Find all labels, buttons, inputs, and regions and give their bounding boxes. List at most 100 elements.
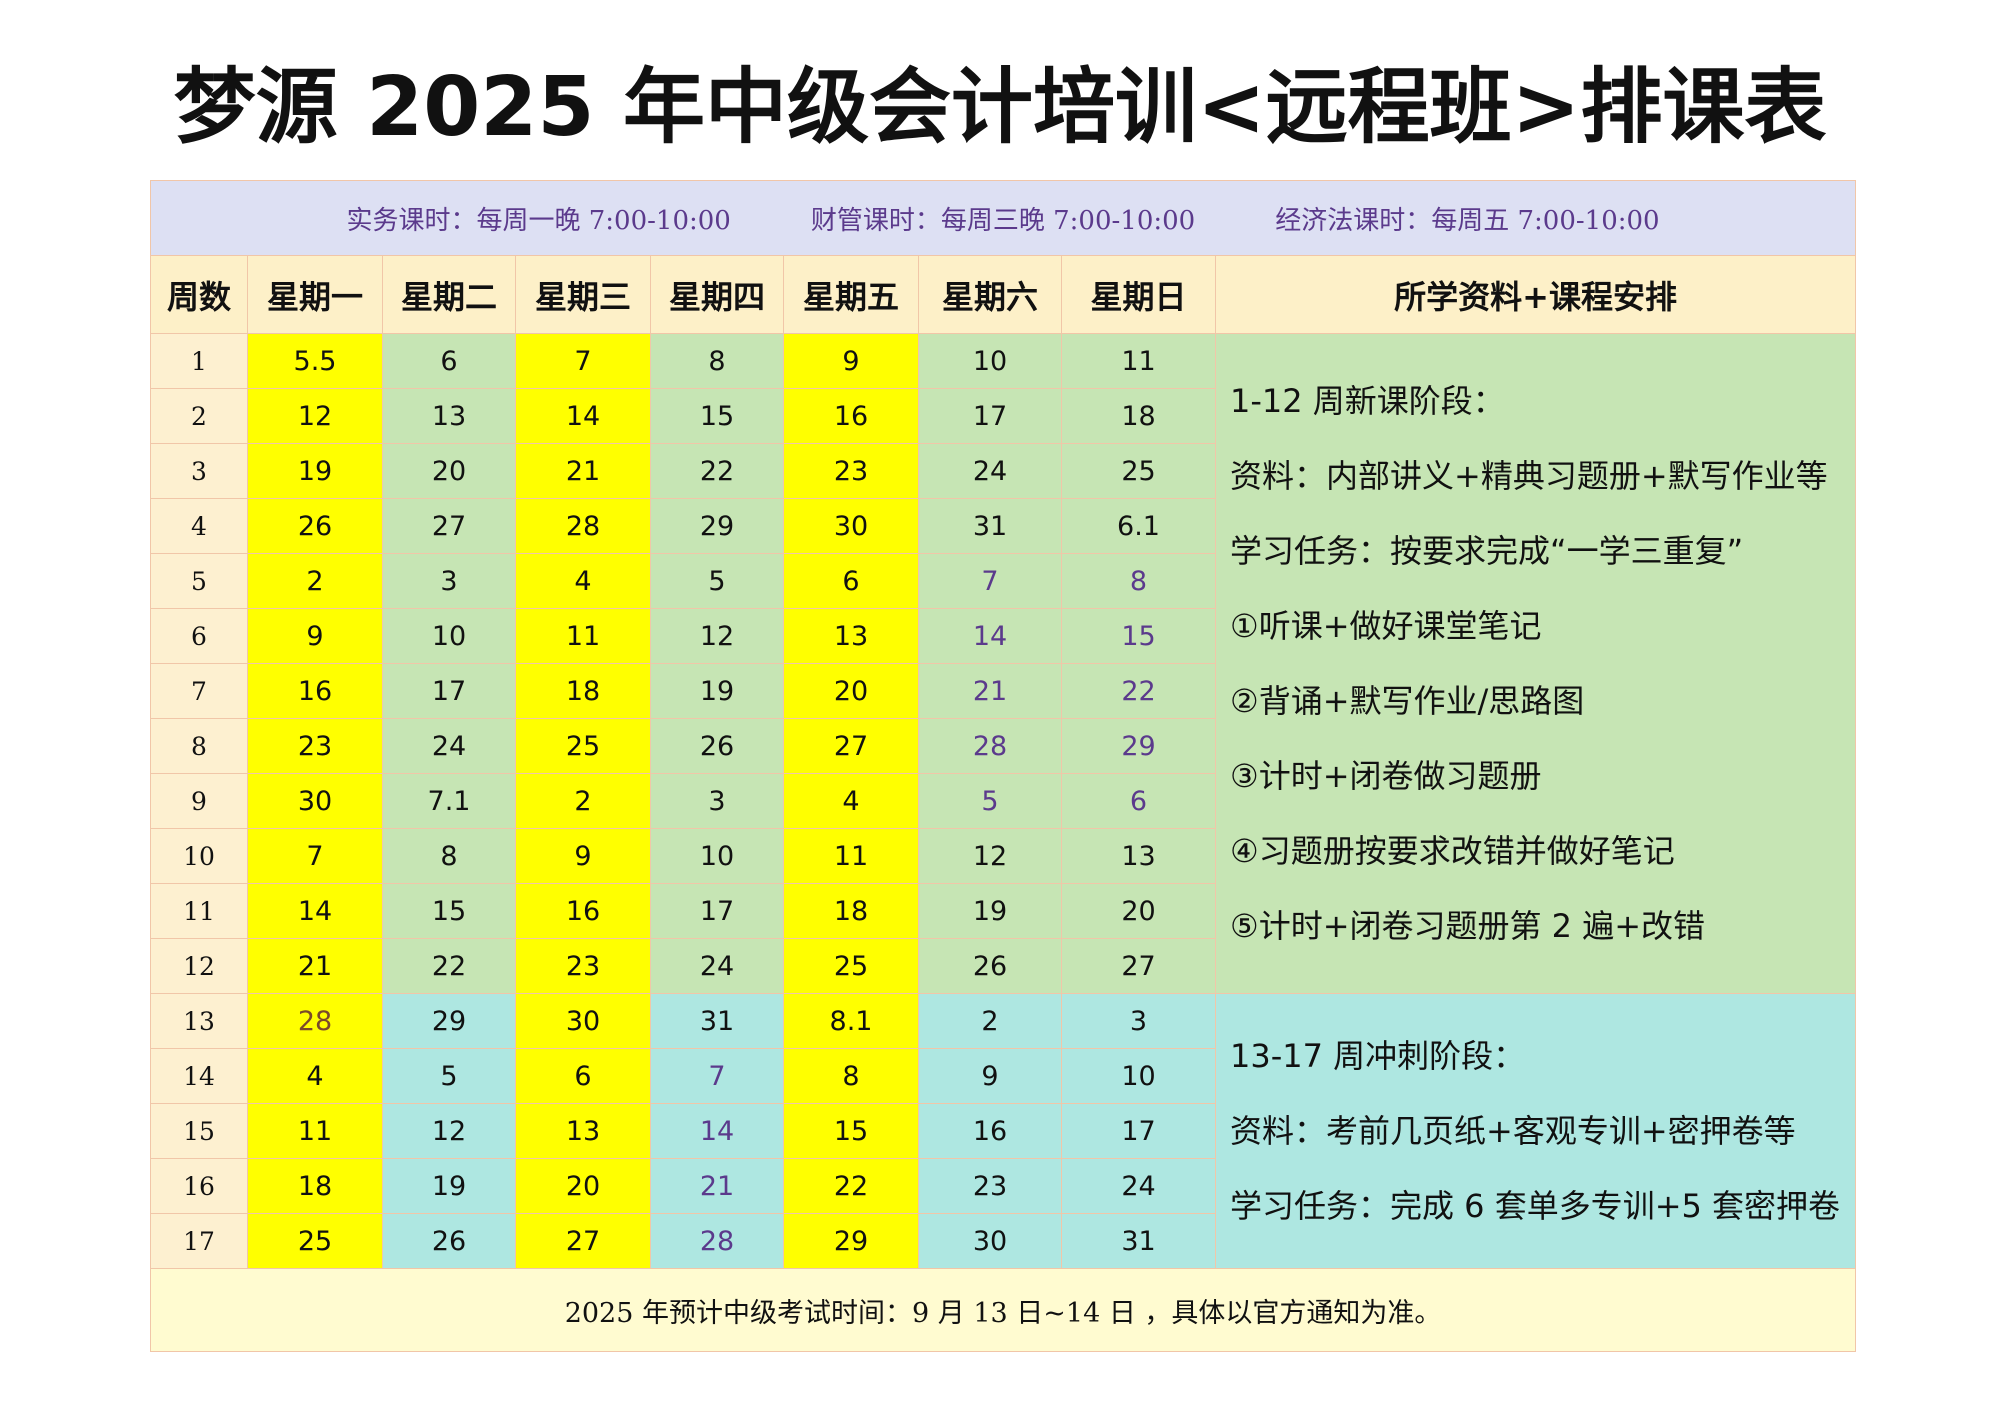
date-cell: 19 <box>650 663 784 719</box>
date-cell: 20 <box>783 663 919 719</box>
date-cell: 9 <box>247 608 383 664</box>
date-cell: 4 <box>247 1048 383 1104</box>
date-cell: 27 <box>515 1213 651 1269</box>
note-line: ③计时+闭卷做习题册 <box>1230 756 1542 795</box>
date-cell: 17 <box>1061 1103 1216 1159</box>
date-cell: 5 <box>918 773 1062 829</box>
date-cell: 22 <box>650 443 784 499</box>
date-cell: 8 <box>1061 553 1216 609</box>
date-cell: 18 <box>247 1158 383 1214</box>
date-cell: 20 <box>1061 883 1216 939</box>
week-number: 7 <box>150 663 248 719</box>
date-cell: 14 <box>918 608 1062 664</box>
date-cell: 8 <box>783 1048 919 1104</box>
date-cell: 21 <box>918 663 1062 719</box>
column-header: 星期三 <box>515 255 651 334</box>
date-cell: 10 <box>1061 1048 1216 1104</box>
date-cell: 17 <box>918 388 1062 444</box>
week-number: 14 <box>150 1048 248 1104</box>
note-line: 学习任务：按要求完成“一学三重复” <box>1230 531 1744 570</box>
date-cell: 19 <box>247 443 383 499</box>
date-cell: 29 <box>1061 718 1216 774</box>
table-row: 9 30 7.1 2 3 4 5 6 <box>150 773 1856 829</box>
info-cell: 实务课时：每周一晚 7:00-10:00 财管课时：每周三晚 7:00-10:00… <box>149 180 1857 256</box>
date-cell: 18 <box>515 663 651 719</box>
date-cell: 28 <box>515 498 651 554</box>
date-cell: 2 <box>515 773 651 829</box>
date-cell: 7 <box>515 333 651 389</box>
notes-cell: 1-12 周新课阶段： 资料：内部讲义+精典习题册+默写作业等 学习任务：按要求完成… <box>1214 333 1857 994</box>
date-cell: 16 <box>918 1103 1062 1159</box>
table-row: 6 9 10 11 12 13 14 15 <box>150 608 1856 664</box>
date-cell: 25 <box>783 938 919 994</box>
column-header: 所学资料+课程安排 <box>1214 255 1857 334</box>
date-cell: 12 <box>650 608 784 664</box>
date-cell: 10 <box>382 608 516 664</box>
date-cell: 22 <box>1061 663 1216 719</box>
table-row: 7 16 17 18 19 20 21 22 <box>150 663 1856 719</box>
week-number: 11 <box>150 883 248 939</box>
date-cell: 19 <box>918 883 1062 939</box>
header-row: 周数 星期一 星期二 星期三 星期四 星期五 星期六 星期日 所学资料+课程安排 <box>150 255 1857 334</box>
date-cell: 4 <box>783 773 919 829</box>
date-cell: 20 <box>382 443 516 499</box>
table-row: 12 21 22 23 24 25 26 27 <box>150 938 1856 994</box>
date-cell: 29 <box>382 993 516 1049</box>
date-cell: 5.5 <box>247 333 383 389</box>
date-cell: 25 <box>1061 443 1216 499</box>
date-cell: 16 <box>515 883 651 939</box>
footer-note: 2025 年预计中级考试时间：9 月 13 日~14 日 ，具体以官方通知为准。 <box>149 1268 1857 1352</box>
date-cell: 17 <box>650 883 784 939</box>
week-number: 13 <box>150 993 248 1049</box>
note-line: 资料：内部讲义+精典习题册+默写作业等 <box>1230 456 1828 495</box>
note-line: 学习任务：完成 6 套单多专训+5 套密押卷 <box>1230 1186 1841 1225</box>
week-number: 6 <box>150 608 248 664</box>
column-header: 星期四 <box>650 255 784 334</box>
table-row: 11 14 15 16 17 18 19 20 <box>150 883 1856 939</box>
column-header: 周数 <box>150 255 248 334</box>
notes-cell: 13-17 周冲刺阶段： 资料：考前几页纸+客观专训+密押卷等 学习任务：完成 6 … <box>1214 993 1857 1269</box>
date-cell: 26 <box>382 1213 516 1269</box>
date-cell: 26 <box>650 718 784 774</box>
date-cell: 7 <box>247 828 383 884</box>
date-cell: 31 <box>918 498 1062 554</box>
date-cell: 24 <box>650 938 784 994</box>
date-cell: 18 <box>1061 388 1216 444</box>
date-cell: 24 <box>918 443 1062 499</box>
date-cell: 14 <box>247 883 383 939</box>
date-cell: 13 <box>1061 828 1216 884</box>
date-cell: 15 <box>650 388 784 444</box>
date-cell: 6 <box>1061 773 1216 829</box>
date-cell: 7 <box>650 1048 784 1104</box>
column-header: 星期二 <box>382 255 516 334</box>
date-cell: 19 <box>382 1158 516 1214</box>
date-cell: 12 <box>918 828 1062 884</box>
date-cell: 29 <box>783 1213 919 1269</box>
date-cell: 2 <box>247 553 383 609</box>
date-cell: 27 <box>783 718 919 774</box>
date-cell: 8 <box>382 828 516 884</box>
date-cell: 2 <box>918 993 1062 1049</box>
date-cell: 3 <box>382 553 516 609</box>
date-cell: 5 <box>382 1048 516 1104</box>
info-row: 实务课时：每周一晚 7:00-10:00 财管课时：每周三晚 7:00-10:00… <box>149 180 1857 256</box>
date-cell: 7 <box>918 553 1062 609</box>
date-cell: 18 <box>783 883 919 939</box>
date-cell: 16 <box>783 388 919 444</box>
table-row: 14 4 5 6 7 8 9 10 <box>150 1048 1856 1104</box>
column-header: 星期日 <box>1061 255 1216 334</box>
week-number: 4 <box>150 498 248 554</box>
date-cell: 23 <box>918 1158 1062 1214</box>
date-cell: 11 <box>247 1103 383 1159</box>
date-cell: 9 <box>515 828 651 884</box>
week-number: 1 <box>150 333 248 389</box>
date-cell: 30 <box>918 1213 1062 1269</box>
schedule-table: 实务课时：每周一晚 7:00-10:00 财管课时：每周三晚 7:00-10:00… <box>149 180 1857 1352</box>
table-row: 16 18 19 20 21 22 23 24 <box>150 1158 1856 1214</box>
date-cell: 6 <box>515 1048 651 1104</box>
date-cell: 21 <box>247 938 383 994</box>
date-cell: 10 <box>918 333 1062 389</box>
date-cell: 23 <box>515 938 651 994</box>
